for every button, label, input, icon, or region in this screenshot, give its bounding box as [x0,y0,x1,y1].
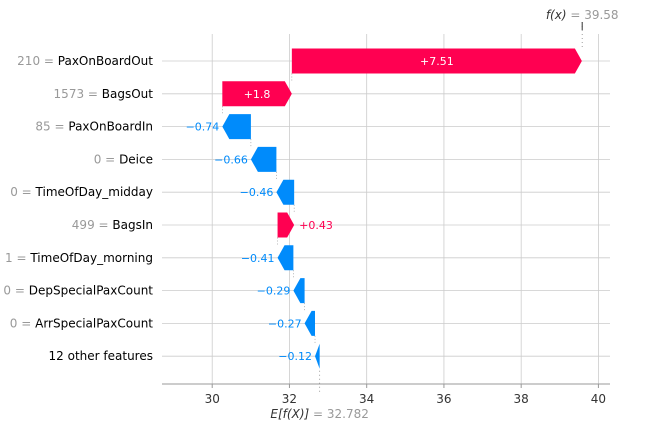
contribution-label: +7.51 [420,55,454,68]
feature-name: BagsIn [112,218,153,232]
feature-value: 1 = [5,251,30,265]
contribution-label: −0.27 [268,317,302,330]
waterfall-bar [277,212,295,238]
contribution-label: −0.41 [241,252,275,265]
feature-name: PaxOnBoardOut [58,54,154,68]
base-value-name: E[f(X)] [270,407,313,421]
feature-label: 0 = TimeOfDay_midday [10,185,153,199]
contribution-label: −0.29 [257,285,291,298]
output-value-name: f(x) [546,8,571,22]
feature-name: DepSpecialPaxCount [29,284,154,298]
base-value-label: E[f(X)] = 32.782 [270,407,368,421]
x-tick-label: 36 [436,392,451,406]
waterfall-bar [222,114,251,140]
feature-value: 0 = [10,185,35,199]
feature-name: BagsOut [102,87,154,101]
contribution-label: −0.46 [240,186,274,199]
x-tick-label: 30 [205,392,220,406]
contribution-label: +1.8 [244,88,271,101]
waterfall-bar [250,146,277,172]
feature-name: TimeOfDay_midday [35,185,153,199]
x-tick-label: 38 [514,392,529,406]
feature-value: 499 = [72,218,113,232]
feature-value: 210 = [17,54,58,68]
feature-label: 0 = DepSpecialPaxCount [3,284,153,298]
feature-label: 0 = Deice [94,152,153,166]
waterfall-bar [304,310,316,336]
feature-name: TimeOfDay_morning [29,251,153,265]
feature-name: ArrSpecialPaxCount [35,316,153,330]
waterfall-bar [222,81,292,107]
feature-value: 85 = [35,120,68,134]
waterfall-bar [293,278,305,304]
feature-value: 0 = [10,316,35,330]
feature-value: 0 = [3,284,28,298]
feature-label: 85 = PaxOnBoardIn [35,120,153,134]
waterfall-bar [291,48,582,74]
x-tick-label: 34 [359,392,374,406]
contribution-label: −0.74 [186,121,220,134]
output-value-number: = 39.58 [570,8,618,22]
waterfall-bar [276,179,295,205]
contribution-label: −0.66 [214,153,248,166]
contribution-label: −0.12 [278,350,312,363]
feature-label: 1 = TimeOfDay_morning [5,251,153,265]
feature-label: 0 = ArrSpecialPaxCount [10,316,154,330]
feature-name: Deice [119,152,153,166]
feature-name: 12 other features [49,349,153,363]
feature-label: 12 other features [49,349,153,363]
feature-name: PaxOnBoardIn [68,120,153,134]
feature-label: 210 = PaxOnBoardOut [17,54,153,68]
feature-label: 499 = BagsIn [72,218,153,232]
x-tick-label: 40 [591,392,606,406]
x-tick-label: 32 [282,392,297,406]
contribution-label: +0.43 [299,219,333,232]
waterfall-bar [315,343,320,369]
feature-label: 1573 = BagsOut [54,87,154,101]
waterfall-bar [277,245,294,271]
feature-value: 0 = [94,152,119,166]
feature-value: 1573 = [54,87,102,101]
base-value-number: = 32.782 [313,407,369,421]
output-value-label: f(x) = 39.58 [546,8,619,22]
